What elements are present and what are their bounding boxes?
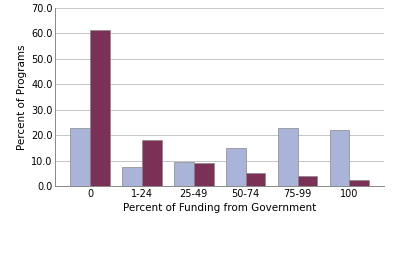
Bar	[70, 128, 90, 186]
Bar	[142, 140, 162, 186]
Y-axis label: Percent of Programs: Percent of Programs	[17, 44, 27, 150]
Bar	[122, 167, 142, 186]
Bar	[194, 163, 213, 186]
Bar	[278, 128, 297, 186]
Bar	[226, 148, 246, 186]
Bar	[349, 180, 369, 186]
Bar	[174, 162, 194, 186]
Bar	[330, 130, 349, 186]
X-axis label: Percent of Funding from Government: Percent of Funding from Government	[123, 203, 316, 213]
Bar	[246, 173, 265, 186]
Bar	[297, 176, 317, 186]
Bar	[90, 30, 110, 186]
